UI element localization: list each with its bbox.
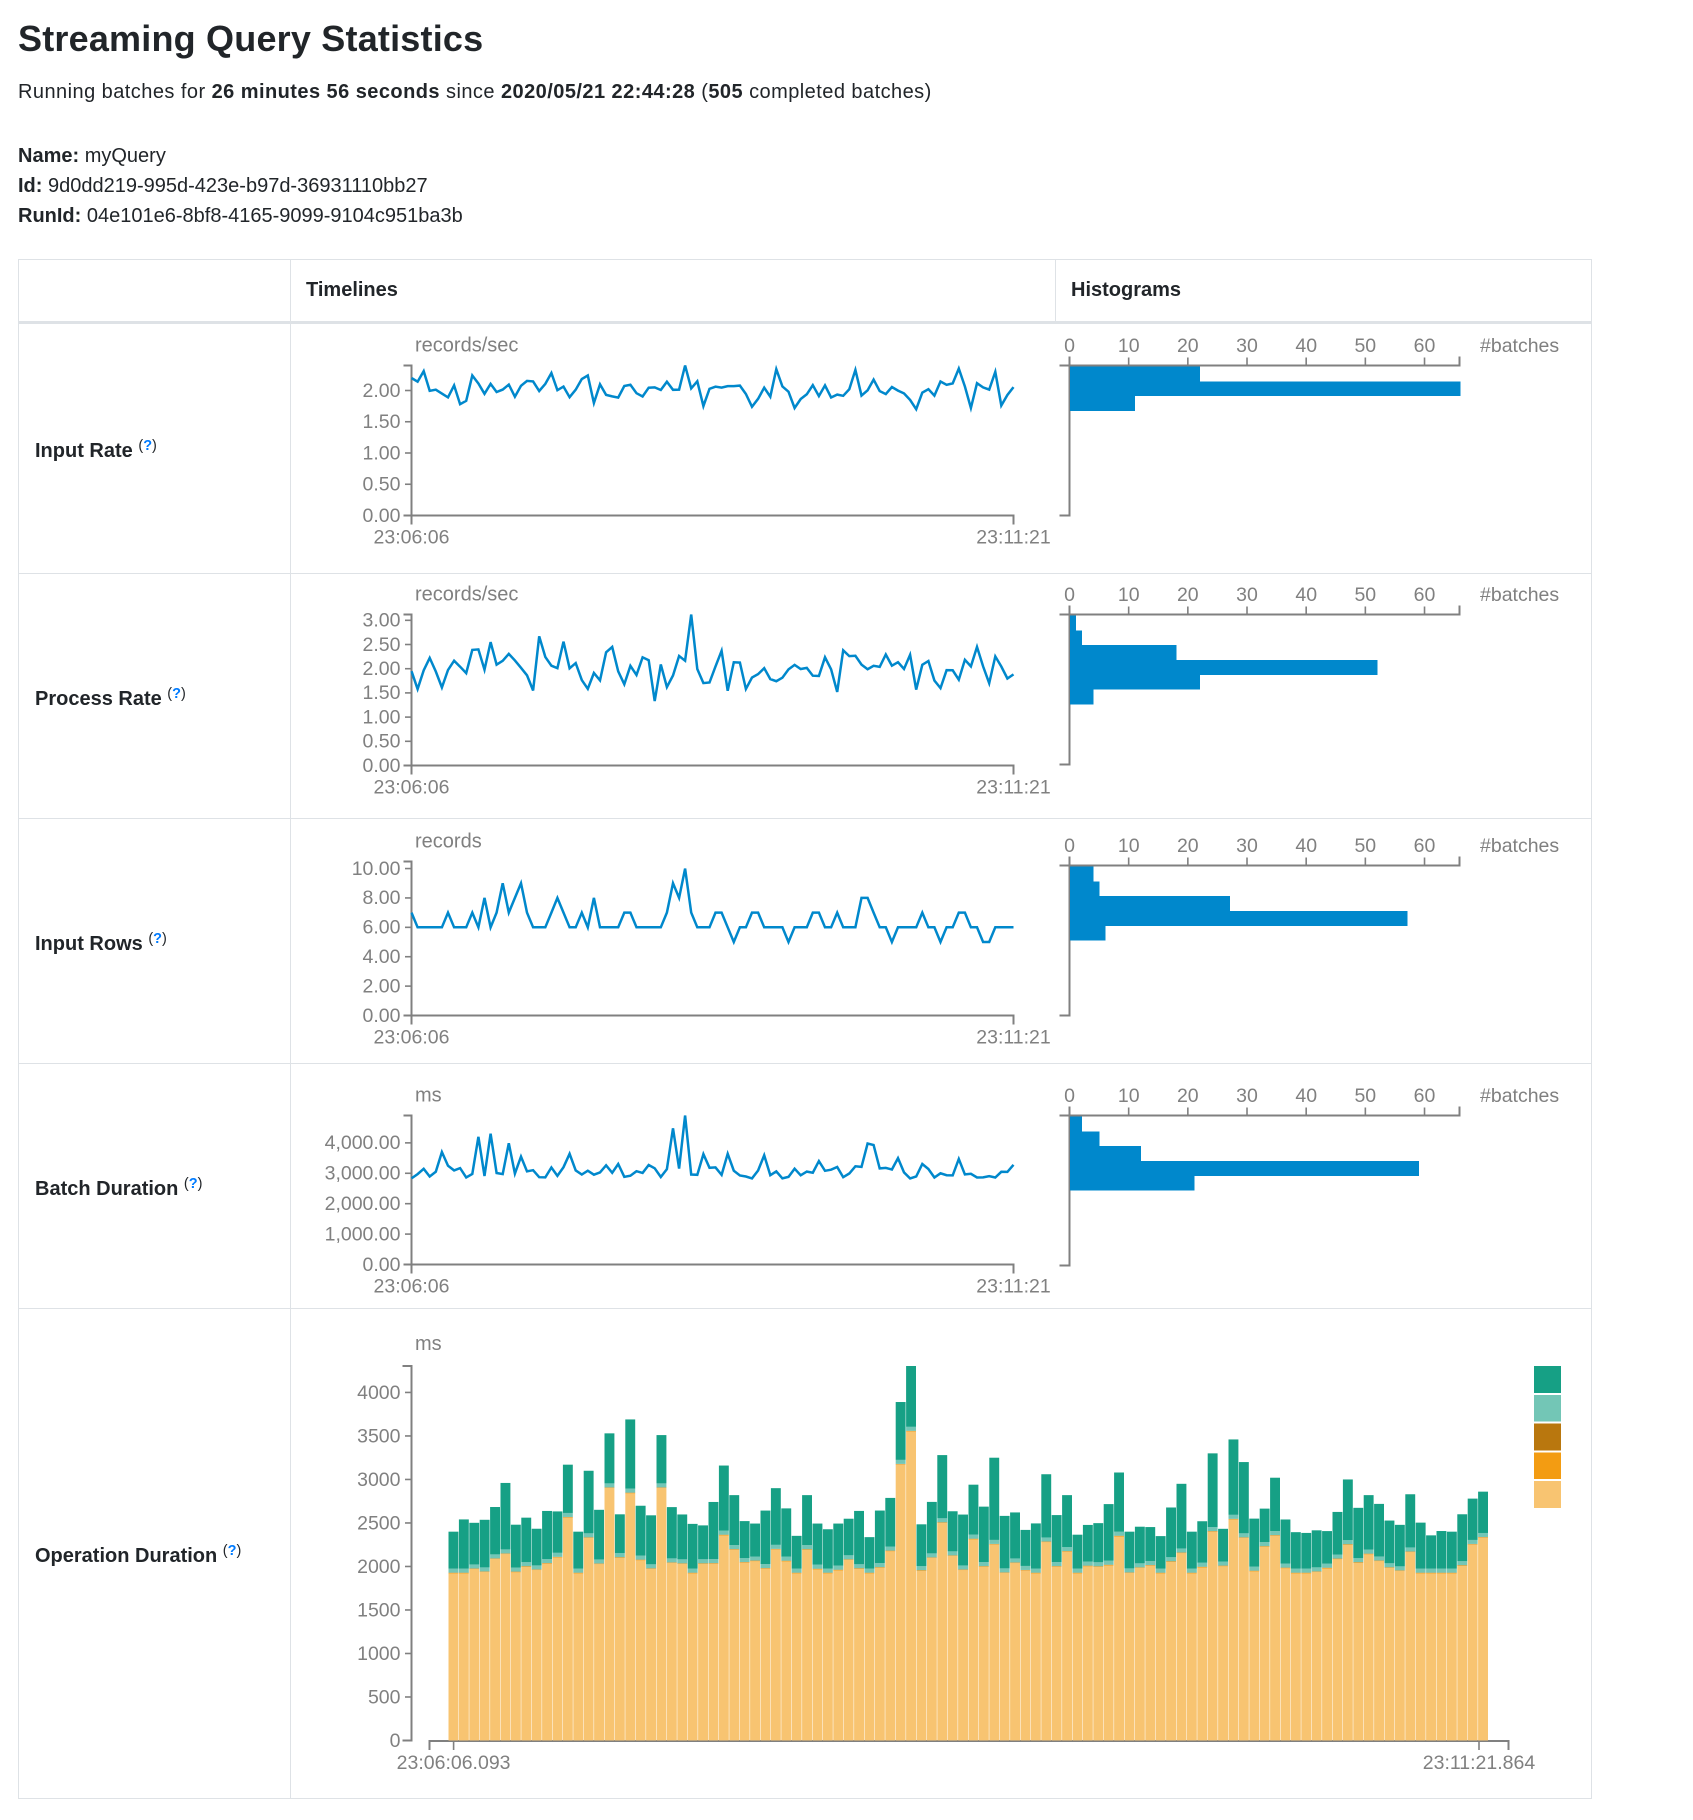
svg-text:2.00: 2.00 xyxy=(363,658,401,680)
svg-text:23:11:21: 23:11:21 xyxy=(976,1276,1050,1298)
svg-text:23:11:21: 23:11:21 xyxy=(976,527,1050,549)
svg-text:0: 0 xyxy=(1064,835,1075,857)
svg-text:0: 0 xyxy=(1064,335,1075,357)
svg-text:40: 40 xyxy=(1295,835,1317,857)
svg-text:10: 10 xyxy=(1118,335,1140,357)
svg-text:20: 20 xyxy=(1177,835,1199,857)
svg-text:60: 60 xyxy=(1414,335,1436,357)
svg-text:0: 0 xyxy=(1064,1085,1075,1107)
svg-text:23:06:06: 23:06:06 xyxy=(374,1027,450,1049)
svg-text:10: 10 xyxy=(1118,835,1140,857)
svg-text:50: 50 xyxy=(1354,835,1376,857)
svg-text:30: 30 xyxy=(1236,584,1258,606)
svg-text:500: 500 xyxy=(368,1686,401,1708)
svg-text:1,000.00: 1,000.00 xyxy=(325,1223,401,1245)
svg-text:4.00: 4.00 xyxy=(363,946,401,968)
svg-text:30: 30 xyxy=(1236,835,1258,857)
svg-text:1.50: 1.50 xyxy=(363,411,401,433)
svg-text:60: 60 xyxy=(1414,584,1436,606)
svg-text:records: records xyxy=(415,831,482,853)
svg-text:23:06:06: 23:06:06 xyxy=(374,777,450,799)
svg-text:23:06:06: 23:06:06 xyxy=(374,1276,450,1298)
svg-text:0.50: 0.50 xyxy=(363,474,401,496)
svg-text:50: 50 xyxy=(1354,584,1376,606)
svg-text:1.00: 1.00 xyxy=(363,706,401,728)
svg-text:0.50: 0.50 xyxy=(363,731,401,753)
svg-text:8.00: 8.00 xyxy=(363,887,401,909)
svg-text:23:06:06: 23:06:06 xyxy=(374,527,450,549)
svg-text:0: 0 xyxy=(1064,584,1075,606)
svg-text:0: 0 xyxy=(390,1730,401,1752)
svg-text:1000: 1000 xyxy=(357,1643,401,1665)
svg-text:4,000.00: 4,000.00 xyxy=(325,1132,401,1154)
svg-text:40: 40 xyxy=(1295,335,1317,357)
svg-text:30: 30 xyxy=(1236,335,1258,357)
svg-text:3.00: 3.00 xyxy=(363,610,401,632)
svg-text:23:06:06.093: 23:06:06.093 xyxy=(397,1752,511,1774)
svg-text:2.00: 2.00 xyxy=(363,380,401,402)
svg-text:records/sec: records/sec xyxy=(415,335,518,357)
svg-text:#batches: #batches xyxy=(1480,835,1559,857)
svg-text:#batches: #batches xyxy=(1480,335,1559,357)
svg-text:4000: 4000 xyxy=(357,1382,401,1404)
svg-text:0.00: 0.00 xyxy=(363,1254,401,1276)
svg-text:3,000.00: 3,000.00 xyxy=(325,1163,401,1185)
svg-text:40: 40 xyxy=(1295,584,1317,606)
svg-text:23:11:21: 23:11:21 xyxy=(976,1027,1050,1049)
svg-text:2,000.00: 2,000.00 xyxy=(325,1193,401,1215)
svg-text:#batches: #batches xyxy=(1480,584,1559,606)
svg-text:50: 50 xyxy=(1354,1085,1376,1107)
svg-text:23:11:21: 23:11:21 xyxy=(976,777,1050,799)
svg-text:30: 30 xyxy=(1236,1085,1258,1107)
svg-text:50: 50 xyxy=(1354,335,1376,357)
svg-text:1500: 1500 xyxy=(357,1599,401,1621)
svg-text:20: 20 xyxy=(1177,335,1199,357)
svg-text:2.00: 2.00 xyxy=(363,975,401,997)
svg-text:0.00: 0.00 xyxy=(363,505,401,527)
svg-text:records/sec: records/sec xyxy=(415,584,518,606)
svg-text:10.00: 10.00 xyxy=(352,858,401,880)
svg-text:60: 60 xyxy=(1414,1085,1436,1107)
svg-text:2500: 2500 xyxy=(357,1512,401,1534)
svg-text:0.00: 0.00 xyxy=(363,1005,401,1027)
svg-text:1.00: 1.00 xyxy=(363,442,401,464)
svg-text:20: 20 xyxy=(1177,1085,1199,1107)
svg-text:10: 10 xyxy=(1118,1085,1140,1107)
svg-text:ms: ms xyxy=(415,1085,442,1107)
svg-text:#batches: #batches xyxy=(1480,1085,1559,1107)
svg-text:6.00: 6.00 xyxy=(363,917,401,939)
svg-text:2000: 2000 xyxy=(357,1556,401,1578)
svg-text:10: 10 xyxy=(1118,584,1140,606)
svg-text:3000: 3000 xyxy=(357,1469,401,1491)
svg-text:40: 40 xyxy=(1295,1085,1317,1107)
svg-text:2.50: 2.50 xyxy=(363,634,401,656)
svg-text:23:11:21.864: 23:11:21.864 xyxy=(1423,1752,1536,1774)
svg-text:0.00: 0.00 xyxy=(363,755,401,777)
svg-text:1.50: 1.50 xyxy=(363,682,401,704)
svg-text:3500: 3500 xyxy=(357,1425,401,1447)
svg-text:ms: ms xyxy=(415,1333,442,1355)
svg-text:60: 60 xyxy=(1414,835,1436,857)
svg-text:20: 20 xyxy=(1177,584,1199,606)
